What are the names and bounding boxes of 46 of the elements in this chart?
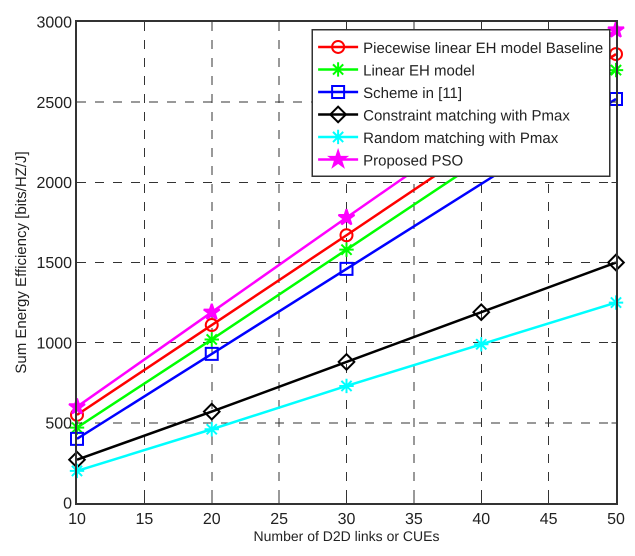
point [472,303,490,321]
point [68,462,86,480]
x-tick-label: 35 [404,510,423,528]
y-tick-label: 2000 [36,174,72,192]
x-tick-label: 15 [135,510,154,528]
legend-label: Linear EH model [363,62,475,80]
x-tick-label: 10 [68,510,86,528]
point [607,254,625,272]
y-tick-label: 500 [45,415,72,432]
point [338,378,355,394]
legend-label: Scheme in [11] [363,84,462,102]
point [473,336,490,352]
point [338,353,356,371]
point [340,228,354,242]
x-axis-title: Number of D2D links or CUEs [254,528,440,544]
point [340,262,354,276]
point [204,346,219,361]
x-tick-label: 30 [338,510,356,528]
legend-label: Random matching with Pmax [363,130,559,147]
point [70,408,84,422]
x-tick-label: 20 [202,510,221,528]
y-tick-label: 3000 [36,14,72,32]
point [204,421,220,438]
x-tick-label: 25 [270,510,288,528]
y-tick-label: 1000 [36,335,72,352]
point [609,92,623,106]
point [202,302,221,320]
point [608,294,624,311]
y-tick-label: 0 [63,496,72,513]
x-tick-label: 45 [540,510,558,528]
y-axis-title: Sum Energy Efficiency [bits/HZ/J] [13,151,30,374]
x-tick-label: 50 [607,510,625,528]
legend-label: Constraint matching with Pmax [363,107,570,124]
point [609,47,623,62]
x-tick-label: 40 [472,510,490,528]
point [204,318,219,332]
y-tick-label: 2500 [36,94,72,112]
point [70,432,84,446]
point [338,241,355,258]
point [68,450,86,469]
point [204,331,220,348]
point [202,402,221,420]
point [338,208,356,226]
legend-label: Piecewise linear EH model Baseline [363,40,604,57]
legend-label: Proposed PSO [363,152,464,170]
y-tick-label: 1500 [36,255,72,272]
